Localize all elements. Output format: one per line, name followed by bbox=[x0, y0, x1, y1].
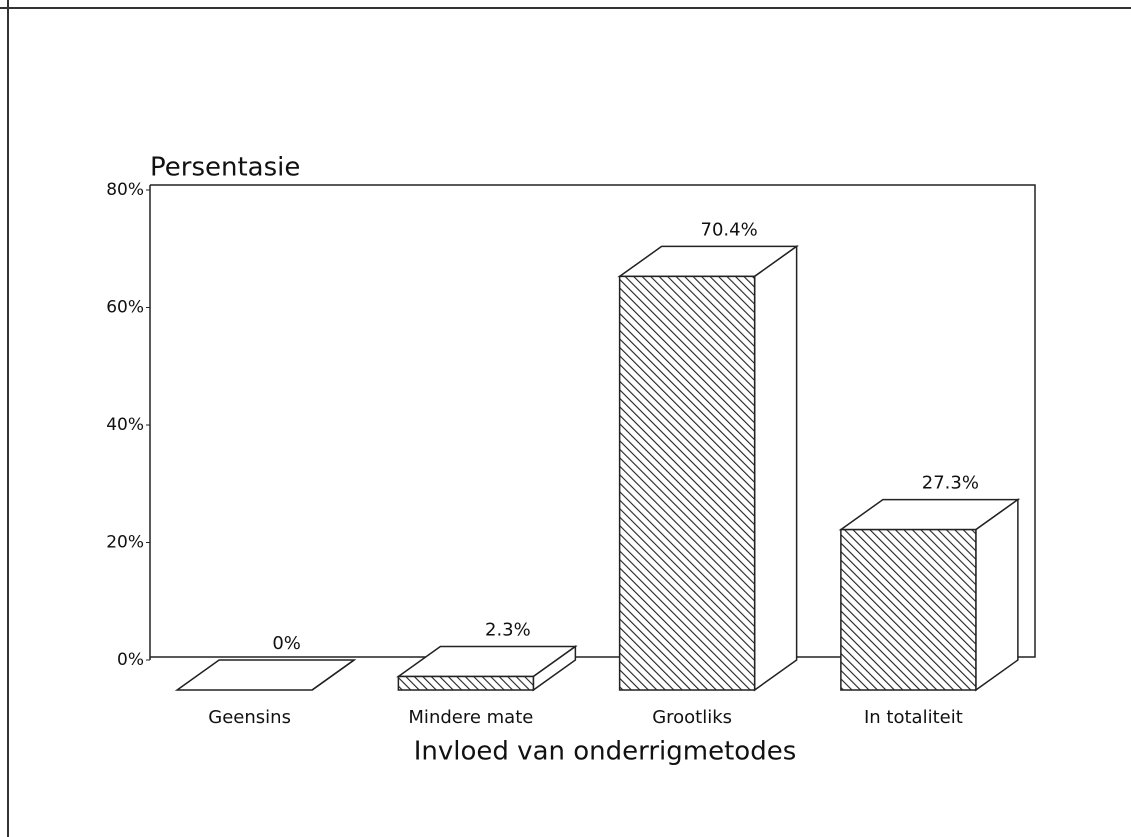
plot-wall bbox=[150, 184, 1036, 658]
x-tick-label: Mindere mate bbox=[408, 707, 533, 728]
bar-side bbox=[311, 659, 355, 691]
bar bbox=[396, 645, 578, 692]
y-tick-label: 60% bbox=[106, 298, 144, 318]
x-axis-title: Invloed van onderrigmetodes bbox=[414, 737, 797, 767]
value-label: 0% bbox=[272, 633, 301, 654]
bar-front bbox=[397, 675, 535, 691]
bar-side bbox=[975, 498, 1019, 692]
bar bbox=[617, 244, 799, 692]
y-axis-title: Persentasie bbox=[150, 153, 300, 183]
y-tick-label: 80% bbox=[106, 180, 144, 200]
bar-front bbox=[618, 275, 756, 691]
y-tick-label: 0% bbox=[117, 650, 144, 670]
x-tick-label: In totaliteit bbox=[864, 707, 963, 728]
bar bbox=[838, 498, 1021, 692]
value-label: 2.3% bbox=[485, 619, 531, 640]
bar-top bbox=[174, 659, 357, 691]
value-label: 70.4% bbox=[701, 219, 758, 240]
y-tick-label: 20% bbox=[106, 533, 144, 553]
value-label: 27.3% bbox=[922, 473, 979, 494]
bar-side bbox=[753, 244, 798, 692]
bar-front bbox=[840, 528, 977, 691]
x-tick-label: Geensins bbox=[208, 707, 291, 728]
y-tick-label: 40% bbox=[106, 415, 144, 435]
bar bbox=[174, 659, 357, 691]
x-tick-label: Grootliks bbox=[652, 707, 732, 728]
